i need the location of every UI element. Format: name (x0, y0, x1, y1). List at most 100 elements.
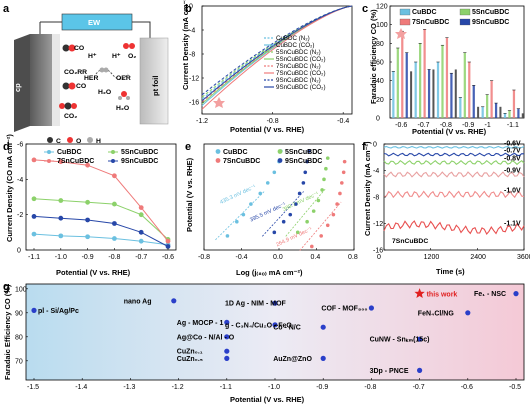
point-g-4 (224, 334, 230, 340)
o2-label: O₂ (128, 53, 136, 60)
legend-d-marker-3 (111, 159, 115, 163)
legend-b: CuBDC (N₂)CuBDC (CO₂)5SnCuBDC (N₂)5SnCuB… (264, 35, 326, 91)
point-d-7SnCuBDC (138, 205, 144, 211)
bar-c-CuBDC--0.6 (392, 71, 395, 118)
curve-b-6 (201, 5, 353, 96)
label-g-1: nano Ag (124, 298, 152, 305)
ticklabel-b-y: 0 (189, 4, 193, 11)
legend-e: CuBDC 5SnCuBDC 7SnCuBDC 9SnCuBDC (215, 149, 322, 165)
xlabel-f: Time (s) (436, 267, 465, 276)
ticklabel-f-y: -4 (373, 168, 379, 175)
tafel-label-e-2: 264.9 mV dec⁻¹ (275, 226, 313, 248)
point-e-5SnCuBDC (316, 198, 321, 203)
point-d-7SnCuBDC (165, 238, 171, 244)
point-d-9SnCuBDC (31, 214, 37, 219)
ticklabel-f-x: 0 (377, 254, 381, 261)
label-g-2: 1D Ag - NIM - MOF (225, 301, 287, 308)
point-e-7SnCuBDC (341, 170, 346, 175)
point-g-8 (465, 310, 471, 316)
point-e-7SnCuBDC (331, 212, 336, 217)
ticklabel-g-y: 100 (15, 286, 27, 293)
point-e-7SnCuBDC (342, 159, 347, 164)
point-d-7SnCuBDC (31, 157, 37, 163)
axes-e: -0.8 -0.4 0.0 0.4 0.8 (198, 248, 358, 261)
label-g-11: CuZn₀.₅ (177, 356, 203, 363)
bar-c-7SnCuBDC--0.6 (401, 31, 404, 119)
ticklabel-b-x: -0.8 (267, 118, 279, 125)
point-g-12 (320, 355, 326, 361)
ticklabel-c-y: 40 (376, 78, 384, 85)
ticklabel-c-y: 120 (376, 4, 388, 11)
her-label: HER (84, 75, 98, 82)
fit-e-7SnCuBDC (299, 201, 342, 251)
xlabel-g: Potential (V vs. RHE) (230, 395, 305, 404)
point-e-7SnCuBDC (310, 244, 314, 249)
point-e-5SnCuBDC (311, 209, 316, 213)
legend-c-label-0: CuBDC (412, 9, 437, 16)
point-d-5SnCuBDC (58, 198, 64, 203)
legend-e-label-3: 9SnCuBDC (285, 158, 322, 165)
legend-b-label-4: 7SnCuBDC (N₂) (276, 63, 321, 70)
ticklabel-e-x: 0.0 (273, 254, 283, 261)
label-g-10: CuZn₀.₁ (177, 349, 203, 356)
legend-c-label-3: 9SnCuBDC (472, 19, 509, 26)
panel-label-e: e (185, 141, 191, 153)
wire (39, 21, 151, 40)
point-d-CuBDC (85, 234, 90, 240)
pt-foil-label: pt foil (151, 76, 160, 96)
h2-molecule (99, 67, 109, 73)
co2rr-label: CO₂RR (64, 69, 87, 76)
membrane-arrow (95, 68, 129, 80)
bar-c-5SnCuBDC--1.1 (508, 110, 511, 118)
hplus-label-left: H⁺ (88, 53, 97, 60)
plot-frame-b (201, 5, 353, 115)
bar-c-7SnCuBDC--0.8 (445, 37, 449, 118)
oer-label: OER (116, 75, 131, 82)
point-d-5SnCuBDC (112, 201, 117, 207)
label-g-3: Ag - MOCP - 1 (177, 320, 224, 327)
panel-f: f -0.6V-0.7V-0.8V -0.9V -1.0V -1.1V 0 1200 24… (362, 140, 530, 276)
legend-d-label-0: CuBDC (57, 149, 82, 156)
ticklabel-d-x: -0.9 (82, 254, 94, 261)
legend-c: C (56, 138, 61, 145)
legend-c-swatch-1 (459, 8, 471, 16)
plot-frame-g (25, 283, 525, 381)
bar-c-dark--0.7 (432, 69, 435, 118)
ticklabel-c-x: -0.8 (440, 122, 452, 129)
ticklabel-f-x: 2400 (470, 254, 486, 261)
h2o-label-right: H₂O (116, 105, 129, 112)
ticklabel-c-y: 100 (376, 22, 388, 29)
bar-c-dark--0.9 (477, 106, 480, 118)
legend-d-marker-0 (47, 150, 51, 154)
legend-c-swatch-0 (399, 8, 411, 16)
point-e-9SnCuBDC (303, 170, 308, 175)
fit-e-9SnCuBDC (262, 191, 304, 237)
legend-d-marker-2 (47, 159, 51, 163)
point-g-3 (224, 319, 230, 325)
ticklabel-e-x: 0.4 (311, 254, 321, 261)
panel-label-a: a (3, 3, 10, 15)
co-molecule-mid (62, 82, 76, 90)
label-g-12: AuZn@ZnO (273, 356, 312, 363)
bar-c-5SnCuBDC--0.7 (419, 43, 422, 119)
point-d-CuBDC (58, 233, 64, 239)
point-e-CuBDC (225, 234, 230, 238)
label-g-5: g - C₃N₄/Cu₂O - FeO (225, 322, 292, 329)
ticklabel-b-y: -4 (189, 28, 195, 35)
xlabel-d: Potential (V vs. RHE) (56, 268, 131, 277)
label-g-8: FeN₄Cl/NG (418, 310, 455, 317)
legend-e-marker-2 (215, 158, 221, 163)
ticklabel-d-x: -0.8 (108, 254, 120, 261)
cp-electrode (30, 34, 52, 126)
label-g-7: COF - MOF₈₀₀ (321, 306, 367, 313)
curve-b-5 (201, 5, 353, 110)
legend-e-label-2: 7SnCuBDC (223, 158, 260, 165)
ticklabel-f-y: -12 (373, 221, 383, 228)
point-e-5SnCuBDC (320, 188, 324, 192)
panel-label-b: b (185, 3, 192, 15)
point-g-10 (224, 348, 230, 354)
point-g-0 (31, 307, 37, 313)
points-g: pl - Si/Ag/Pc nano Ag 1D Ag - NIM - MOF Ag … (31, 288, 519, 375)
ticklabel-c-x: -0.9 (462, 122, 474, 129)
